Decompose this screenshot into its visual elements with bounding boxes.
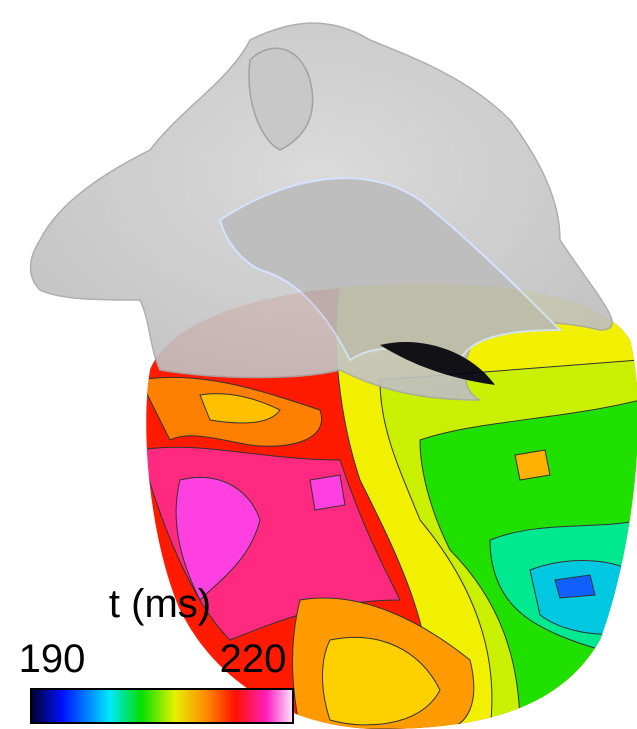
colorbar-label: t (ms) xyxy=(109,582,211,626)
colorbar-gradient xyxy=(31,689,293,723)
heart-visualization: t (ms) 190 220 xyxy=(0,0,637,729)
colorbar-max-label: 220 xyxy=(220,637,287,681)
colorbar-min-label: 190 xyxy=(19,637,86,681)
